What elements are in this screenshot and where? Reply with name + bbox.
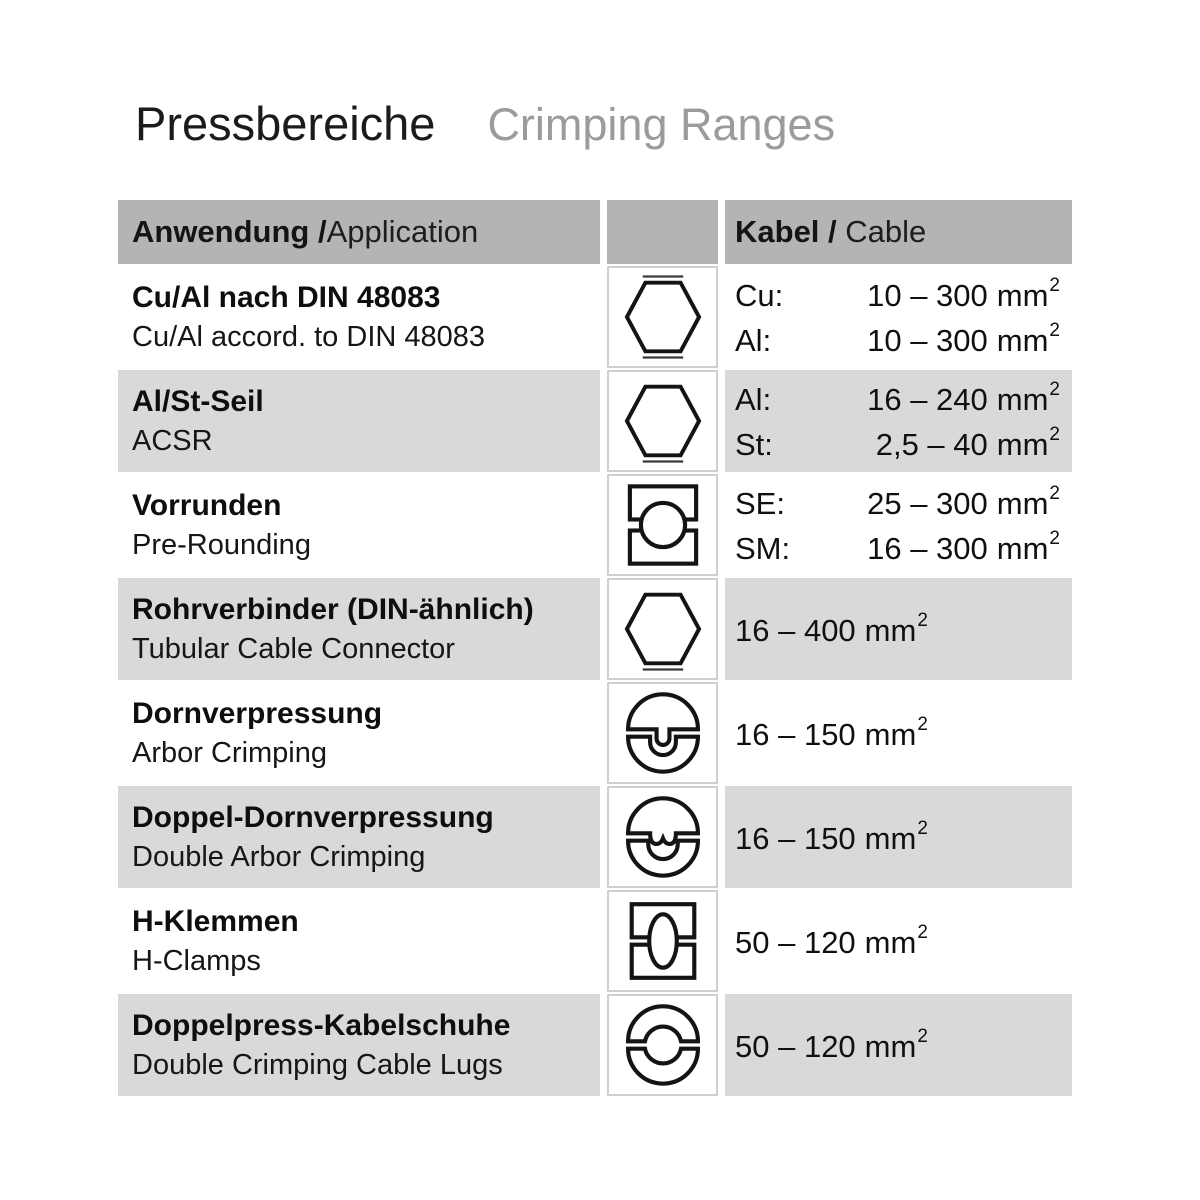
- hexagon-die-icon: [624, 384, 701, 463]
- application-name-en: H-Clamps: [132, 945, 261, 978]
- application-name-en: Cu/Al accord. to DIN 48083: [132, 321, 486, 354]
- table-row: H-Klemmen H-Clamps 50 – 120 mm2: [118, 890, 1072, 992]
- header-application-german: Anwendung /: [132, 214, 327, 249]
- application-name-de: Doppelpress-Kabelschuhe: [132, 1008, 511, 1042]
- cable-range: 50 – 120 mm2: [735, 1025, 928, 1064]
- cable-range: 50 – 120 mm2: [735, 921, 928, 960]
- hexagon-die-icon: [624, 592, 701, 671]
- cable-range: Cu: 10 – 300 mm2: [735, 275, 1060, 313]
- cable-range: SM: 16 – 300 mm2: [735, 528, 1060, 566]
- page-title: Pressbereiche Crimping Ranges: [135, 96, 835, 151]
- application-name-en: Tubular Cable Connector: [132, 633, 455, 666]
- pre-rounding-die-icon: [627, 484, 698, 566]
- arbor-die-icon: [625, 692, 700, 774]
- hexagon-die-icon: [624, 275, 701, 359]
- application-name-en: Arbor Crimping: [132, 737, 327, 770]
- header-cable-german: Kabel /: [735, 214, 846, 249]
- header-cable-english: Cable: [845, 214, 927, 249]
- table-row: Vorrunden Pre-Rounding SE: 25 – 300 mm2 S…: [118, 474, 1072, 576]
- header-application: Anwendung / Application: [118, 200, 600, 264]
- application-name-de: Dornverpressung: [132, 696, 383, 730]
- table-row: Cu/Al nach DIN 48083 Cu/Al accord. to DI…: [118, 266, 1072, 368]
- crimping-ranges-table: Anwendung / Application Kabel / Cable Cu/…: [118, 200, 1072, 1096]
- header-cable: Kabel / Cable: [725, 200, 1072, 264]
- double-arbor-die-icon: [625, 796, 700, 878]
- application-name-en: Double Arbor Crimping: [132, 841, 426, 874]
- h-clamp-die-icon: [629, 902, 696, 980]
- table-header-row: Anwendung / Application Kabel / Cable: [118, 200, 1072, 264]
- cable-range: Al: 10 – 300 mm2: [735, 320, 1060, 358]
- application-name-de: Doppel-Dornverpressung: [132, 800, 494, 834]
- double-press-die-icon: [625, 1004, 700, 1086]
- cable-range: SE: 25 – 300 mm2: [735, 483, 1060, 521]
- cable-range: 16 – 400 mm2: [735, 609, 928, 648]
- header-application-english: Application: [326, 214, 479, 249]
- table-row: Rohrverbinder (DIN-ähnlich) Tubular Cabl…: [118, 578, 1072, 680]
- application-name-en: Pre-Rounding: [132, 529, 311, 562]
- application-name-en: ACSR: [132, 425, 213, 458]
- application-name-en: Double Crimping Cable Lugs: [132, 1049, 503, 1082]
- page-title-german: Pressbereiche: [135, 97, 436, 150]
- table-row: Doppelpress-Kabelschuhe Double Crimping …: [118, 994, 1072, 1096]
- cable-range: 16 – 150 mm2: [735, 713, 928, 752]
- table-row: Dornverpressung Arbor Crimping 16 – 150 m…: [118, 682, 1072, 784]
- application-name-de: Al/St-Seil: [132, 384, 264, 418]
- application-name-de: Vorrunden: [132, 488, 282, 522]
- header-icon-spacer: [607, 200, 718, 264]
- table-row: Doppel-Dornverpressung Double Arbor Crim…: [118, 786, 1072, 888]
- table-row: Al/St-Seil ACSR Al: 16 – 240 mm2 St: 2,5 …: [118, 370, 1072, 472]
- application-name-de: Rohrverbinder (DIN-ähnlich): [132, 592, 534, 626]
- application-name-de: Cu/Al nach DIN 48083: [132, 280, 441, 314]
- page-title-english: Crimping Ranges: [487, 99, 836, 150]
- cable-range: Al: 16 – 240 mm2: [735, 379, 1060, 417]
- cable-range: St: 2,5 – 40 mm2: [735, 424, 1060, 462]
- cable-range: 16 – 150 mm2: [735, 817, 928, 856]
- application-name-de: H-Klemmen: [132, 904, 299, 938]
